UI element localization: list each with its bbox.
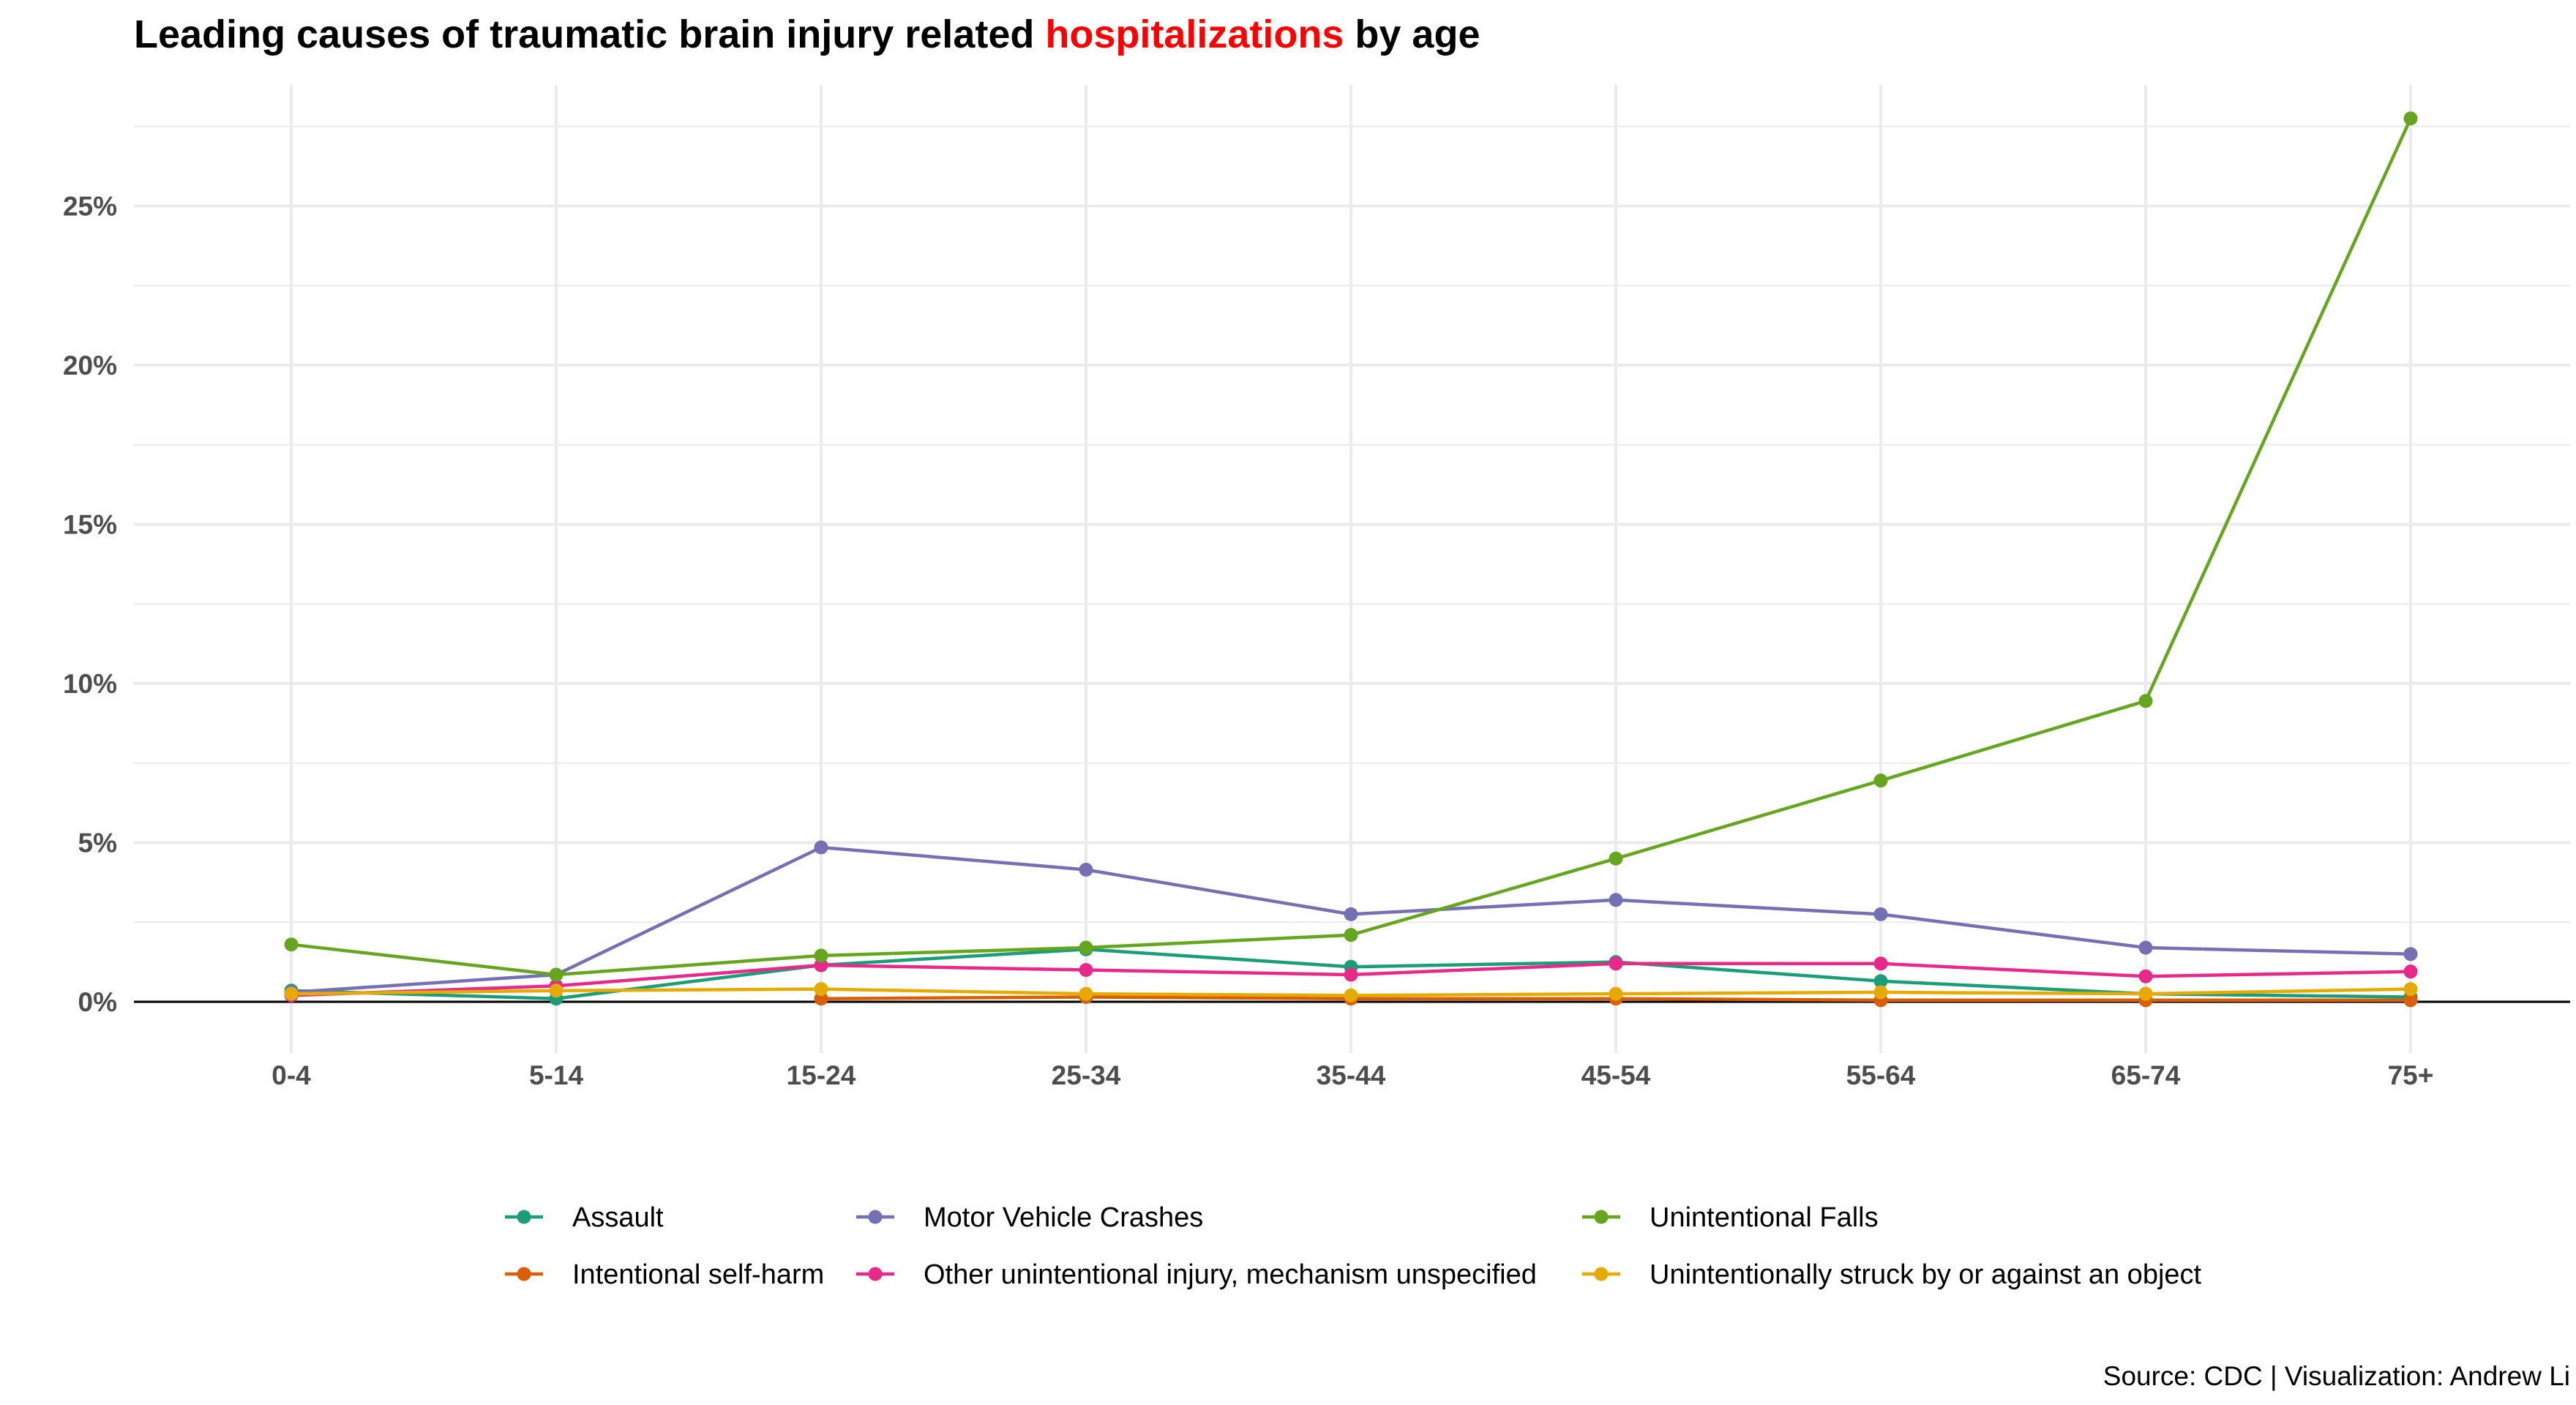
x-tick-label: 5-14 <box>529 1060 583 1090</box>
series-point <box>2138 986 2153 1001</box>
series-point <box>1873 773 1888 788</box>
series-5 <box>284 982 2418 1003</box>
series-point <box>1079 940 1093 955</box>
series-point <box>1609 956 1623 971</box>
series-point <box>549 984 564 998</box>
legend-item: Intentional self-harm <box>505 1259 824 1290</box>
legend-label: Unintentionally struck by or against an … <box>1650 1259 2202 1290</box>
chart-caption: Source: CDC | Visualization: Andrew Li <box>2103 1361 2570 1391</box>
series-point <box>1344 967 1358 982</box>
legend-label: Intentional self-harm <box>572 1259 824 1290</box>
x-tick-label: 55-64 <box>1846 1060 1916 1090</box>
legend-item: Motor Vehicle Crashes <box>856 1202 1203 1233</box>
y-tick-label: 25% <box>63 192 117 222</box>
series-point <box>814 958 828 973</box>
y-tick-label: 5% <box>78 828 117 858</box>
series-4 <box>284 111 2418 982</box>
legend-key-point <box>1594 1267 1609 1281</box>
legend-item: Unintentional Falls <box>1582 1202 1879 1233</box>
y-tick-label: 10% <box>63 669 117 699</box>
chart-title-highlight: hospitalizations <box>1045 12 1344 56</box>
series-point <box>2138 940 2153 955</box>
series-point <box>1079 963 1093 977</box>
series-point <box>1344 907 1358 921</box>
axis-layer: 0% 5% 10% 15% 20% 25% 0-4 5-14 15-24 25-34 35-44 45… <box>63 192 2570 1090</box>
x-tick-label: 45-54 <box>1581 1060 1651 1090</box>
legend-key-point <box>868 1267 883 1281</box>
chart-title-prefix: Leading causes of traumatic brain injury… <box>134 12 1045 56</box>
y-tick-label: 20% <box>63 351 117 381</box>
series-point <box>2403 947 2418 962</box>
legend-label: Unintentional Falls <box>1650 1202 1879 1233</box>
y-tick-label: 15% <box>63 510 117 540</box>
grid-layer <box>134 85 2570 1053</box>
series-point <box>2403 982 2418 997</box>
series-point <box>284 986 299 1001</box>
series-point <box>814 840 828 855</box>
series-point <box>2403 964 2418 979</box>
series-point <box>549 967 564 982</box>
series-point <box>1344 928 1358 943</box>
series-2 <box>284 840 2418 1000</box>
series-point <box>1873 974 1888 989</box>
series-point <box>1079 986 1093 1001</box>
series-point <box>814 948 828 963</box>
chart-title: Leading causes of traumatic brain injury… <box>134 12 1480 56</box>
series-point <box>1079 862 1093 877</box>
series-point <box>1609 851 1623 866</box>
legend: Assault Intentional self-harm Motor Vehicl… <box>505 1202 2202 1290</box>
series-point <box>2138 694 2153 708</box>
x-tick-label: 75+ <box>2388 1060 2434 1090</box>
series-point <box>284 937 299 952</box>
series-point <box>1873 985 1888 1000</box>
series-point <box>2403 993 2418 1008</box>
series-point <box>814 982 828 997</box>
x-tick-label: 25-34 <box>1052 1060 1121 1090</box>
x-tick-label: 0-4 <box>272 1060 311 1090</box>
series-point <box>1609 893 1623 907</box>
legend-label: Motor Vehicle Crashes <box>924 1202 1203 1233</box>
series-point <box>814 992 828 1006</box>
legend-item: Unintentionally struck by or against an … <box>1582 1259 2202 1290</box>
y-tick-label: 0% <box>78 987 117 1017</box>
chart-title-suffix: by age <box>1344 12 1480 56</box>
series-point <box>1344 988 1358 1003</box>
series-point <box>1609 986 1623 1001</box>
legend-label: Assault <box>572 1202 664 1233</box>
legend-key-point <box>517 1210 531 1224</box>
legend-key-point <box>517 1267 531 1281</box>
series-point <box>2138 969 2153 984</box>
legend-key-point <box>1594 1210 1609 1224</box>
legend-key-point <box>868 1210 883 1224</box>
x-tick-label: 35-44 <box>1317 1060 1386 1090</box>
x-tick-label: 15-24 <box>787 1060 856 1090</box>
series-layer <box>284 111 2418 1008</box>
legend-item: Other unintentional injury, mechanism un… <box>856 1259 1537 1290</box>
series-point <box>1873 907 1888 921</box>
series-point <box>2403 111 2418 126</box>
legend-item: Assault <box>505 1202 664 1233</box>
legend-label: Other unintentional injury, mechanism un… <box>924 1259 1537 1290</box>
series-point <box>1873 956 1888 971</box>
x-tick-label: 65-74 <box>2111 1060 2181 1090</box>
